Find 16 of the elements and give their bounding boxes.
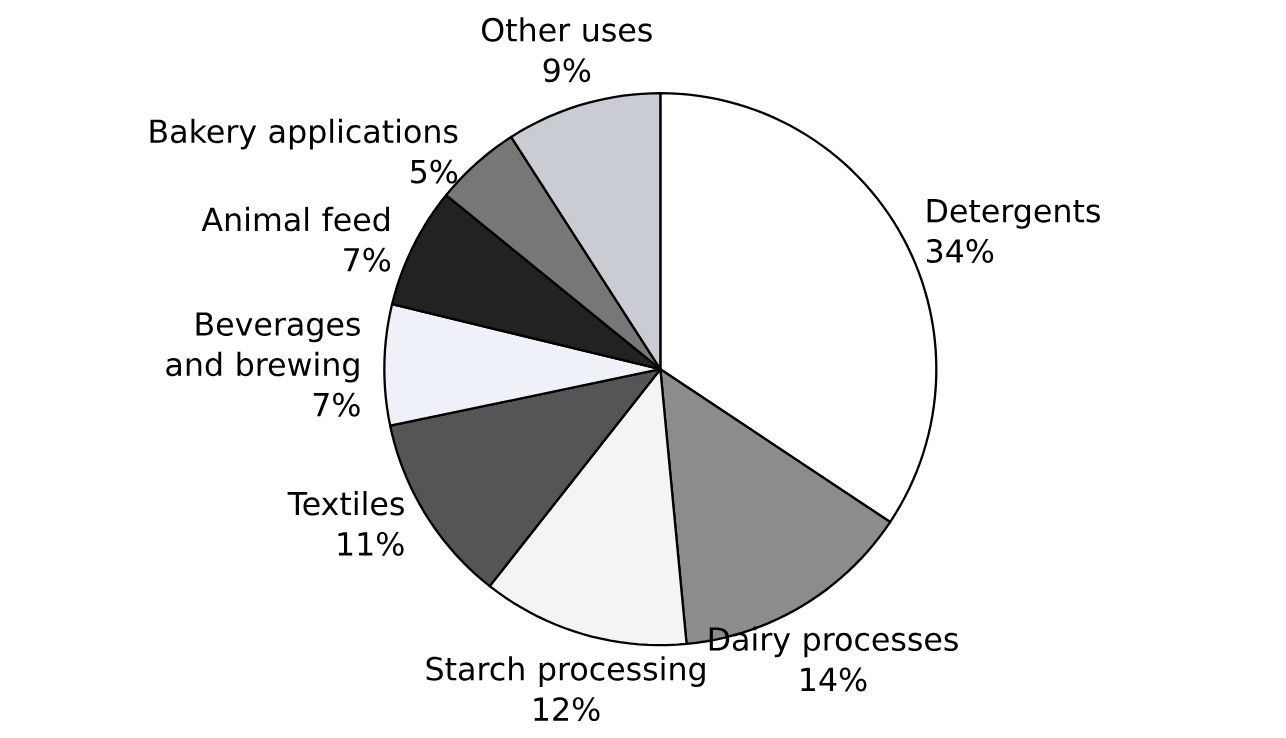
data-label: 11% [338, 531, 404, 556]
slice-label: Dairy processes [709, 626, 958, 658]
slice-label: Starch processing [426, 656, 705, 687]
slice-label: Beverages and brewing [166, 312, 360, 383]
slice-label: Animal feed [201, 206, 389, 232]
data-label: 14% [801, 667, 867, 692]
data-label: 34% [926, 238, 994, 263]
data-label: 9% [543, 58, 591, 82]
data-label: 7% [313, 392, 360, 417]
data-label: 7% [344, 247, 391, 272]
slice-label: Textiles [287, 490, 404, 516]
data-label: 5% [411, 159, 458, 184]
slice-label: Bakery applications [150, 118, 458, 150]
data-label: 12% [534, 696, 600, 721]
slice-label: Detergents [927, 198, 1100, 229]
slice-label: Other uses [482, 17, 652, 42]
